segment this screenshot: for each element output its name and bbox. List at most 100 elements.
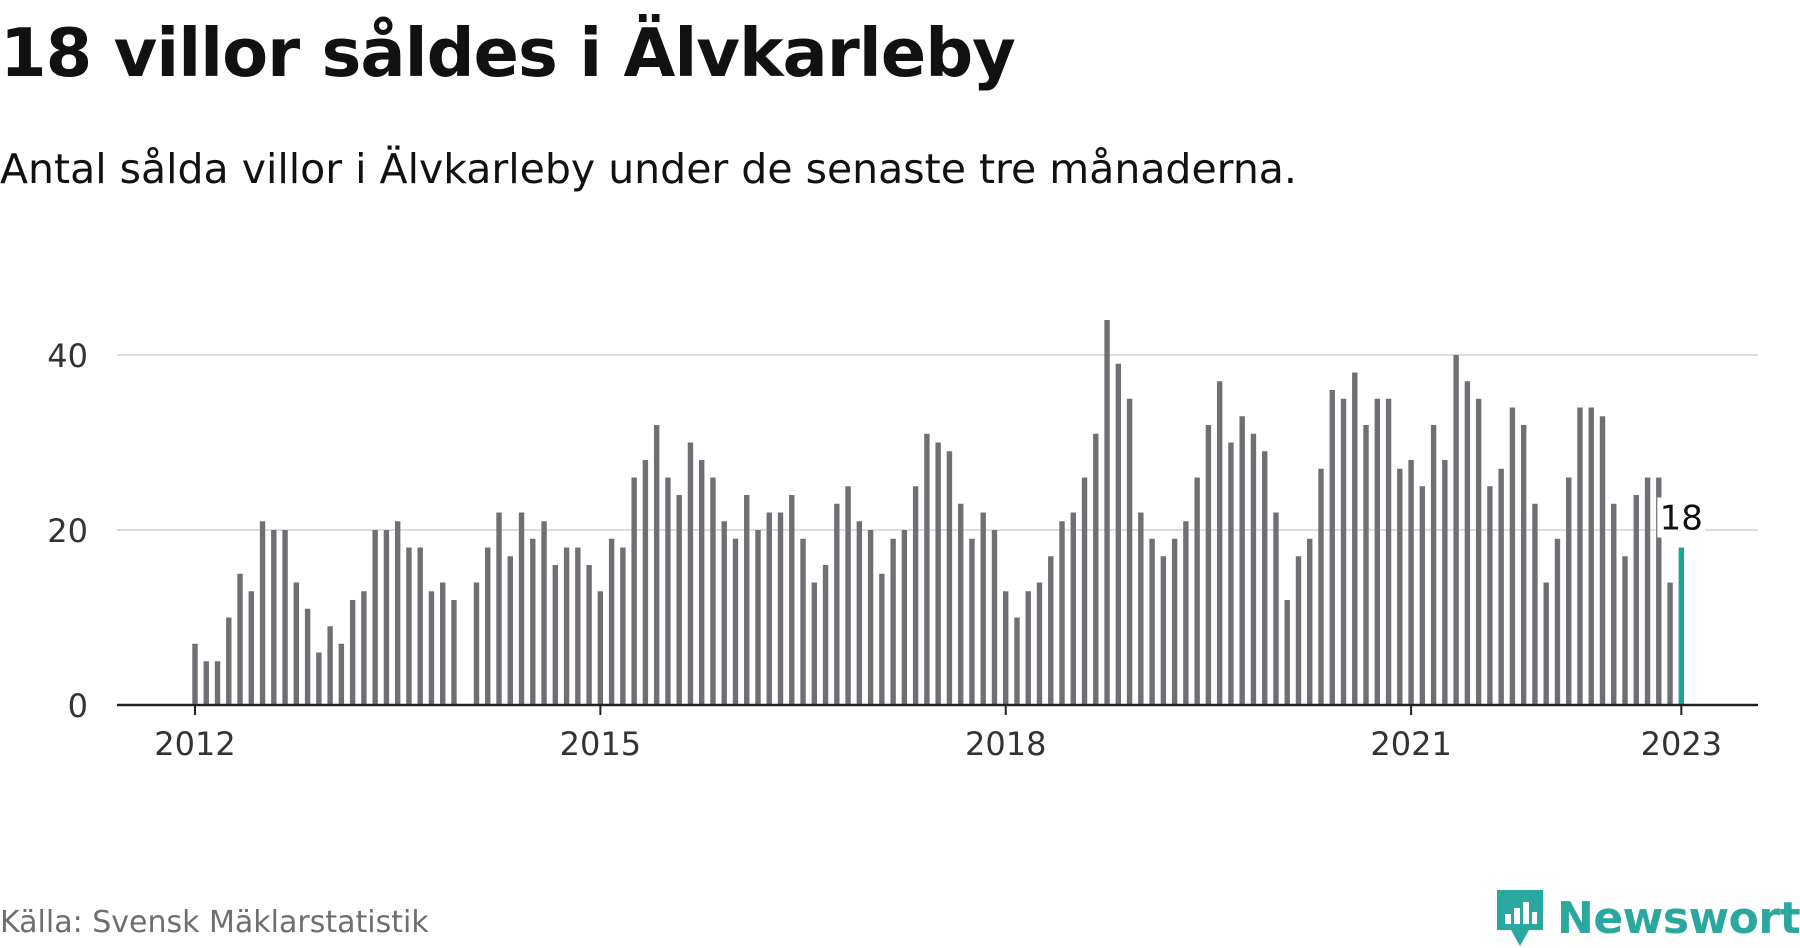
bar [293,582,300,705]
bar [304,608,311,705]
bar [1566,477,1572,705]
bar [890,538,896,705]
bar [586,565,592,705]
bar [1070,512,1076,705]
bar [867,530,874,705]
bar-highlight [1678,547,1685,705]
bar [687,442,694,705]
value-label-bg [1657,497,1706,538]
bar [1453,355,1459,705]
bar [1183,521,1189,705]
bar [620,547,626,705]
bar [1633,495,1639,705]
bar [338,643,345,705]
bar [800,538,806,705]
bar [1239,416,1245,705]
bar [822,565,829,705]
bar [451,600,457,705]
bar [856,521,863,705]
bar [991,530,998,705]
bar [608,538,615,705]
bar [282,530,288,705]
bar [1318,468,1324,705]
x-tick-label: 2018 [965,725,1046,763]
bar [1340,398,1347,705]
bar [811,582,817,705]
source-note: Källa: Svensk Mäklarstatistik [0,905,429,940]
x-tick-label: 2012 [154,725,235,763]
bar [744,495,750,705]
bar [349,600,356,705]
y-tick-label: 40 [47,337,88,375]
bar [237,573,243,705]
bar [1475,398,1482,705]
bar [203,661,209,705]
bar [1307,538,1313,705]
brand-name: Newsworthy [1557,892,1800,944]
bar [935,442,941,705]
bar [653,425,660,705]
bar [1430,425,1437,705]
newsworthy-icon [1497,890,1543,946]
bar [1419,486,1426,705]
bar [676,495,682,705]
bar [1194,477,1200,705]
bar [1284,600,1290,705]
bar [485,547,491,705]
bar [575,547,581,705]
bar [1385,398,1392,705]
bar [1577,407,1583,705]
bar [192,643,198,705]
x-tick-label: 2015 [560,725,641,763]
bar [642,460,649,705]
bar [1509,407,1516,705]
bar [1104,320,1110,705]
bar [1295,556,1302,705]
bar [1036,582,1043,705]
bar [1205,425,1212,705]
bar [1216,381,1223,705]
bar [901,530,908,705]
bar [766,512,772,705]
bar [518,512,525,705]
bar [440,582,446,705]
bar [1464,381,1471,705]
bar [1262,451,1268,705]
bar [1644,477,1651,705]
bar [1273,512,1279,705]
bar [1081,477,1088,705]
bar [1599,416,1606,705]
bar [1543,582,1549,705]
chart-subtitle: Antal sålda villor i Älvkarleby under de… [0,145,1297,193]
bar [1588,407,1594,705]
bar [1352,372,1358,705]
brand-logo: Newsworthy [1495,888,1800,948]
bar-chart: 0 20 40 2012 2015 2018 2021 2023 18 [47,320,1758,763]
bar [1093,433,1099,705]
bar [563,547,570,705]
bar [1003,591,1009,705]
bar [732,538,739,705]
bar [1115,363,1122,705]
bar [1408,460,1414,705]
bar [1363,425,1369,705]
bar [957,503,964,705]
bar [327,626,333,705]
bar [1667,582,1673,705]
bar [1532,503,1538,705]
bar [1138,512,1144,705]
bar [428,591,435,705]
bar [631,477,637,705]
bar [496,512,502,705]
bar [1611,503,1617,705]
bar [1160,556,1167,705]
bar [1397,468,1403,705]
x-tick-label: 2023 [1641,725,1722,763]
bar [214,661,221,705]
bar [271,530,277,705]
bar [597,591,604,705]
bar [755,530,761,705]
bar [361,591,367,705]
bar [383,530,390,705]
value-label: 18 [1660,499,1703,539]
